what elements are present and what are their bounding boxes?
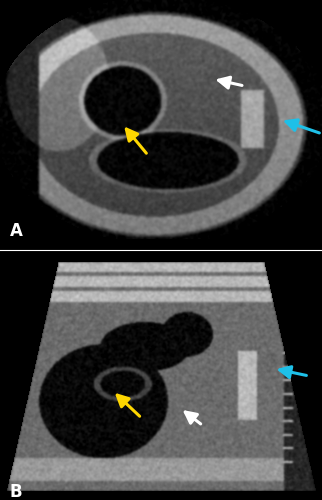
Text: A: A [10,222,23,240]
Text: B: B [10,482,22,500]
